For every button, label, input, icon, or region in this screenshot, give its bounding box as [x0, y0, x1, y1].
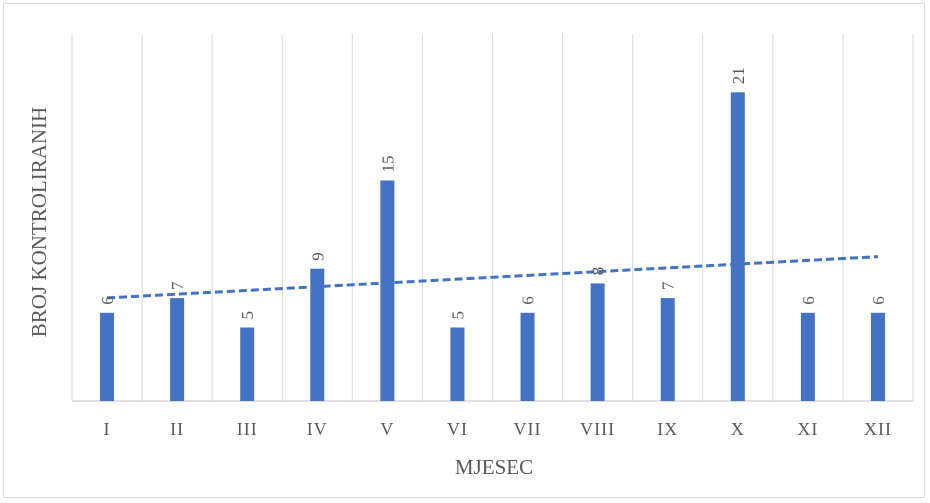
data-labels: 6 7 5 9 15 5 6 8 7 21 6 6 — [98, 67, 888, 319]
x-tick-VII: VII — [514, 419, 542, 439]
data-label-XI: 6 — [799, 296, 818, 305]
data-label-I: 6 — [98, 296, 117, 305]
x-tick-labels: I II III IV V VI VII VIII IX X XI XII — [104, 419, 892, 439]
x-tick-II: II — [170, 419, 184, 439]
bar-I — [100, 312, 115, 401]
x-tick-XI: XI — [797, 419, 818, 439]
data-label-VIII: 8 — [589, 267, 608, 276]
data-label-VII: 6 — [519, 296, 538, 305]
data-label-IX: 7 — [659, 281, 678, 290]
bar-X — [730, 92, 745, 402]
data-label-III: 5 — [238, 311, 257, 320]
data-label-X: 21 — [729, 67, 748, 84]
x-tick-XII: XII — [864, 419, 892, 439]
bars — [100, 92, 885, 402]
linear-trendline — [106, 255, 879, 300]
data-label-II: 7 — [168, 281, 187, 290]
x-tick-IV: IV — [307, 419, 328, 439]
x-tick-III: III — [237, 419, 258, 439]
bar-III — [240, 327, 255, 401]
bar-XII — [870, 312, 885, 401]
data-label-VI: 5 — [448, 311, 467, 320]
x-tick-I: I — [104, 419, 111, 439]
data-label-XII: 6 — [869, 296, 888, 305]
bar-VII — [520, 312, 535, 401]
bar-VI — [450, 327, 465, 401]
bar-XI — [800, 312, 815, 401]
bar-VIII — [590, 283, 605, 401]
data-label-IV: 9 — [308, 252, 327, 261]
data-label-V: 15 — [378, 156, 397, 173]
x-tick-X: X — [731, 419, 745, 439]
x-tick-VIII: VIII — [580, 419, 615, 439]
bar-V — [380, 180, 395, 401]
x-tick-V: V — [380, 419, 394, 439]
chart-container: 6 7 5 9 15 5 6 8 7 21 6 6 I II III IV V VI VII VIII IX X XI XI… — [3, 3, 925, 498]
x-tick-VI: VI — [447, 419, 468, 439]
bar-IV — [310, 268, 325, 401]
bar-II — [170, 298, 185, 401]
trendline — [106, 255, 879, 300]
x-axis-title: MJESEC — [455, 455, 533, 479]
y-axis-title: BROJ KONTROLIRANIH — [27, 107, 51, 337]
bar-IX — [660, 298, 675, 401]
gridlines — [71, 34, 914, 402]
x-tick-IX: IX — [657, 419, 678, 439]
